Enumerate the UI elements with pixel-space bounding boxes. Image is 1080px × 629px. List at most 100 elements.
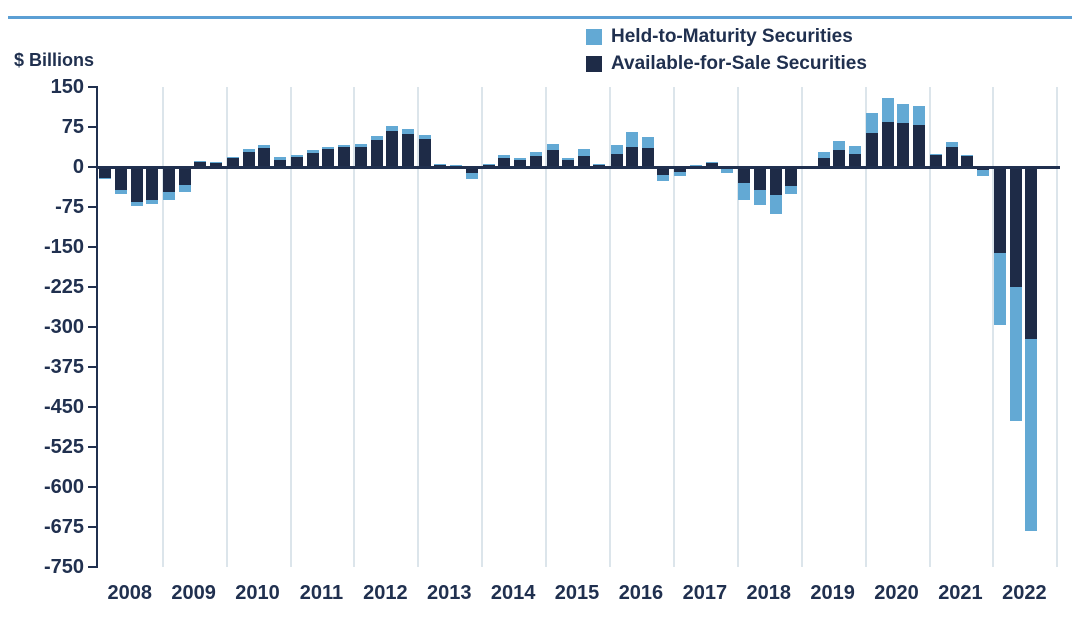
bar-htm-2009-Q3	[194, 161, 207, 162]
bar-htm-2015-Q2	[562, 158, 575, 160]
year-gridline	[1056, 87, 1059, 567]
bar-afs-2019-Q3	[833, 149, 846, 167]
year-gridline	[545, 87, 548, 567]
year-gridline	[992, 87, 995, 567]
bar-htm-2012-Q3	[386, 125, 399, 132]
bar-afs-2017-Q1	[674, 167, 687, 172]
y-axis-tick	[87, 206, 97, 208]
bar-afs-2019-Q2	[817, 157, 830, 167]
x-year-label: 2018	[746, 582, 791, 604]
bar-htm-2012-Q2	[370, 135, 383, 140]
y-axis-tick	[87, 406, 97, 408]
y-axis-tick	[87, 446, 97, 448]
legend: Held-to-Maturity Securities Available-fo…	[586, 26, 867, 80]
y-tick-label: -375	[43, 356, 84, 378]
bar-htm-2008-Q2	[114, 189, 127, 195]
bar-afs-2020-Q1	[866, 133, 879, 167]
bar-afs-2018-Q3	[769, 167, 782, 195]
bar-htm-2015-Q3	[577, 148, 590, 157]
year-gridline	[800, 87, 803, 567]
bar-htm-2014-Q3	[513, 157, 526, 160]
year-gridline	[609, 87, 611, 567]
bar-htm-2013-Q4	[465, 173, 478, 180]
bar-afs-2015-Q1	[546, 149, 559, 167]
y-axis-line	[95, 86, 98, 568]
bar-htm-2015-Q4	[593, 163, 606, 165]
x-year-label: 2021	[938, 582, 983, 604]
bar-htm-2019-Q4	[849, 146, 861, 154]
bar-htm-2012-Q1	[354, 143, 367, 147]
x-year-label: 2014	[490, 582, 536, 604]
x-year-label: 2015	[554, 582, 600, 604]
bar-htm-2011-Q4	[337, 144, 350, 148]
bar-htm-2011-Q3	[322, 146, 335, 150]
year-gridline	[353, 87, 356, 567]
bar-htm-2015-Q1	[546, 144, 559, 150]
bar-afs-2009-Q1	[163, 167, 176, 192]
bar-htm-2021-Q2	[945, 141, 958, 147]
year-gridline	[672, 87, 675, 567]
y-tick-label: -75	[55, 196, 84, 218]
y-axis-tick	[87, 326, 97, 328]
bar-htm-2018-Q3	[769, 194, 782, 214]
year-gridline	[417, 87, 420, 567]
bar-afs-2008-Q3	[130, 167, 143, 202]
legend-item-available-for-sale: Available-for-Sale Securities	[586, 53, 867, 74]
bar-afs-2010-Q2	[242, 151, 255, 167]
bar-htm-2008-Q1	[99, 178, 112, 180]
bar-htm-2013-Q2	[434, 163, 447, 165]
bar-htm-2011-Q1	[291, 155, 303, 157]
bar-afs-2022-Q2	[1009, 167, 1022, 287]
bar-htm-2019-Q2	[817, 151, 830, 158]
bar-htm-2018-Q1	[738, 183, 751, 201]
bar-afs-2011-Q4	[337, 147, 350, 167]
x-year-label: 2020	[874, 582, 919, 604]
bar-htm-2016-Q4	[657, 175, 670, 181]
bar-afs-2016-Q2	[626, 146, 639, 167]
held-to-maturity-swatch-icon	[586, 28, 602, 45]
bar-htm-2013-Q1	[418, 135, 431, 140]
y-axis-tick	[87, 246, 97, 248]
bar-afs-2013-Q4	[465, 167, 478, 174]
bar-htm-2010-Q3	[258, 144, 271, 148]
y-tick-label: -750	[43, 556, 84, 578]
bar-htm-2018-Q4	[785, 186, 798, 194]
bar-afs-2019-Q4	[849, 153, 861, 167]
bar-htm-2021-Q3	[961, 154, 974, 156]
bar-afs-2009-Q3	[194, 161, 207, 167]
bar-htm-2022-Q2	[1009, 287, 1022, 422]
year-gridline	[864, 87, 867, 567]
bar-afs-2016-Q1	[610, 153, 623, 167]
bar-htm-2017-Q4	[721, 169, 734, 173]
bar-htm-2022-Q3	[1025, 338, 1038, 531]
x-year-label: 2008	[107, 582, 152, 604]
bar-htm-2016-Q1	[610, 144, 623, 154]
year-gridline	[481, 87, 484, 567]
x-year-label: 2012	[363, 582, 408, 604]
year-gridline	[736, 87, 739, 567]
x-year-label: 2022	[1002, 582, 1047, 604]
bar-afs-2022-Q1	[993, 167, 1006, 253]
bar-afs-2021-Q2	[945, 146, 958, 167]
bar-htm-2017-Q2	[690, 164, 702, 166]
x-year-label: 2013	[426, 582, 472, 604]
bar-afs-2012-Q3	[386, 131, 399, 167]
bar-htm-2019-Q1	[802, 168, 815, 170]
y-tick-label: -675	[43, 516, 84, 538]
bar-htm-2011-Q2	[306, 150, 319, 153]
bar-htm-2014-Q4	[529, 151, 542, 157]
bar-afs-2012-Q4	[401, 134, 414, 167]
bar-afs-2011-Q3	[322, 149, 335, 167]
bar-afs-2021-Q1	[930, 154, 942, 167]
y-axis-title: $ Billions	[14, 50, 95, 70]
bar-afs-2010-Q3	[258, 147, 271, 167]
bar-htm-2017-Q3	[705, 162, 718, 164]
held-to-maturity-legend-label: Held-to-Maturity Securities	[611, 26, 853, 47]
bar-htm-2014-Q2	[498, 155, 511, 159]
bar-htm-2020-Q3	[897, 103, 910, 124]
y-tick-label: -525	[43, 436, 84, 458]
y-axis-tick	[87, 366, 97, 368]
bar-htm-2008-Q3	[130, 201, 143, 206]
available-for-sale-swatch-icon	[586, 55, 602, 72]
